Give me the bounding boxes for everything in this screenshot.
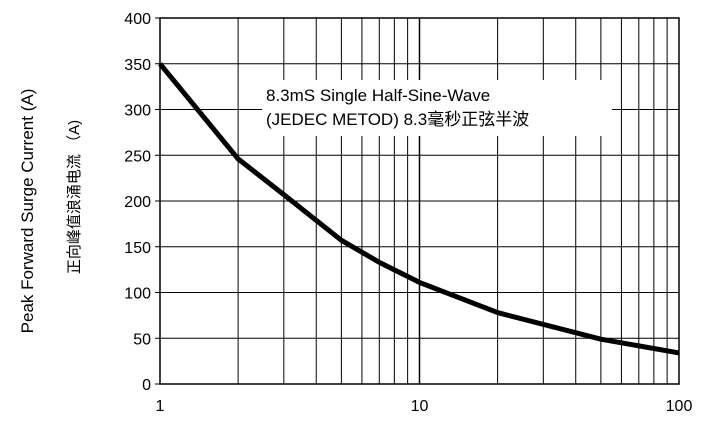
y-tick-label: 150	[124, 240, 151, 257]
y-tick-label: 350	[124, 57, 151, 74]
y-tick-label: 0	[142, 377, 151, 394]
grid	[160, 17, 679, 385]
y-tick-label: 250	[124, 148, 151, 165]
y-tick-label: 100	[124, 286, 151, 303]
y-tick-label: 200	[124, 194, 151, 211]
y-axis-title-chinese: 正向峰值浪涌电流 （A)	[66, 120, 83, 274]
annotation-line-2: (JEDEC METOD) 8.3毫秒正弦半波	[266, 110, 529, 129]
y-tick-labels: 0 50 100 150 200 250 300 350 400	[124, 11, 160, 394]
y-axis-title: Peak Forward Surge Current (A)	[18, 89, 37, 334]
annotation-line-1: 8.3mS Single Half-Sine-Wave	[266, 86, 490, 105]
x-tick-label: 10	[411, 398, 429, 415]
x-tick-labels: 1 10 100	[156, 398, 693, 415]
x-tick-label: 100	[666, 398, 693, 415]
series-line	[158, 62, 680, 356]
plot-frame	[159, 17, 680, 385]
x-tick-label: 1	[156, 398, 165, 415]
y-tick-label: 300	[124, 103, 151, 120]
y-tick-label: 400	[124, 11, 151, 28]
y-tick-label: 50	[133, 331, 151, 348]
series-layer	[158, 62, 680, 356]
annotation-background	[262, 80, 612, 136]
